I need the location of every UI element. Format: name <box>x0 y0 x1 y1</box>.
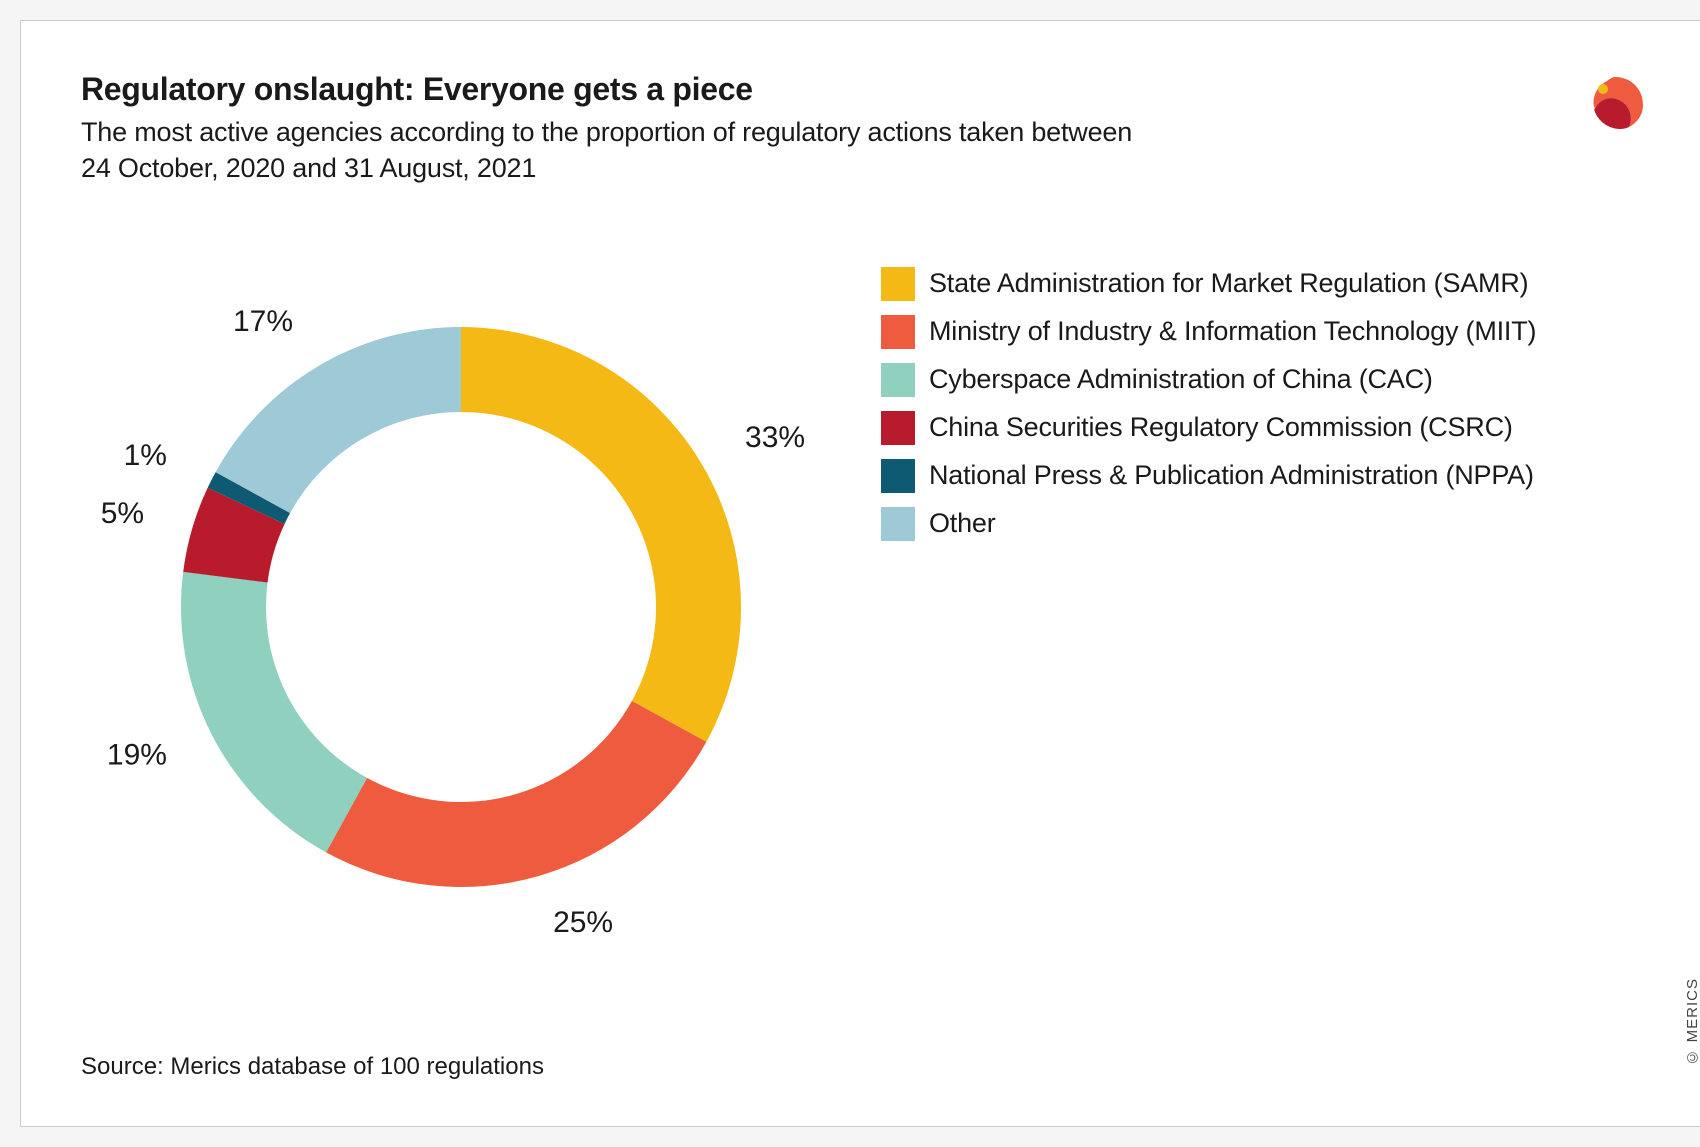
legend-label: Other <box>929 508 996 539</box>
legend-item: State Administration for Market Regulati… <box>881 267 1536 301</box>
subtitle-line-2: 24 October, 2020 and 31 August, 2021 <box>81 153 536 183</box>
slice-label: 19% <box>107 739 167 772</box>
legend-item: Cyberspace Administration of China (CAC) <box>881 363 1536 397</box>
legend-label: Ministry of Industry & Information Techn… <box>929 316 1536 347</box>
legend-swatch <box>881 363 915 397</box>
legend-swatch <box>881 459 915 493</box>
slice-label: 25% <box>553 906 613 939</box>
legend-item: Other <box>881 507 1536 541</box>
donut-slice <box>326 701 706 887</box>
legend-item: China Securities Regulatory Commission (… <box>881 411 1536 445</box>
donut-slice <box>216 327 461 513</box>
legend-item: National Press & Publication Administrat… <box>881 459 1536 493</box>
subtitle-line-1: The most active agencies according to th… <box>81 117 1132 147</box>
chart-subtitle: The most active agencies according to th… <box>81 114 1649 187</box>
legend-item: Ministry of Industry & Information Techn… <box>881 315 1536 349</box>
legend-swatch <box>881 267 915 301</box>
chart-body: 33% 25% 19% 5% 1% 17% State Administration fo… <box>81 227 1649 987</box>
legend-swatch <box>881 315 915 349</box>
chart-container: Regulatory onslaught: Everyone gets a pi… <box>20 20 1700 1127</box>
legend-swatch <box>881 411 915 445</box>
donut-slice <box>461 327 741 742</box>
legend-label: State Administration for Market Regulati… <box>929 268 1528 299</box>
legend-label: National Press & Publication Administrat… <box>929 460 1534 491</box>
chart-header: Regulatory onslaught: Everyone gets a pi… <box>81 71 1649 187</box>
slice-label: 1% <box>124 439 167 472</box>
chart-title: Regulatory onslaught: Everyone gets a pi… <box>81 71 1649 108</box>
merics-logo-icon <box>1581 71 1649 144</box>
slice-label: 17% <box>233 305 293 338</box>
legend-label: Cyberspace Administration of China (CAC) <box>929 364 1433 395</box>
chart-legend: State Administration for Market Regulati… <box>881 267 1536 555</box>
legend-label: China Securities Regulatory Commission (… <box>929 412 1513 443</box>
slice-label: 33% <box>745 421 805 454</box>
copyright-text: © MERICS <box>1684 978 1700 1066</box>
source-text: Source: Merics database of 100 regulatio… <box>81 1053 544 1081</box>
donut-slice <box>181 572 367 852</box>
legend-swatch <box>881 507 915 541</box>
donut-chart: 33% 25% 19% 5% 1% 17% <box>81 227 841 987</box>
slice-label: 5% <box>101 497 144 530</box>
